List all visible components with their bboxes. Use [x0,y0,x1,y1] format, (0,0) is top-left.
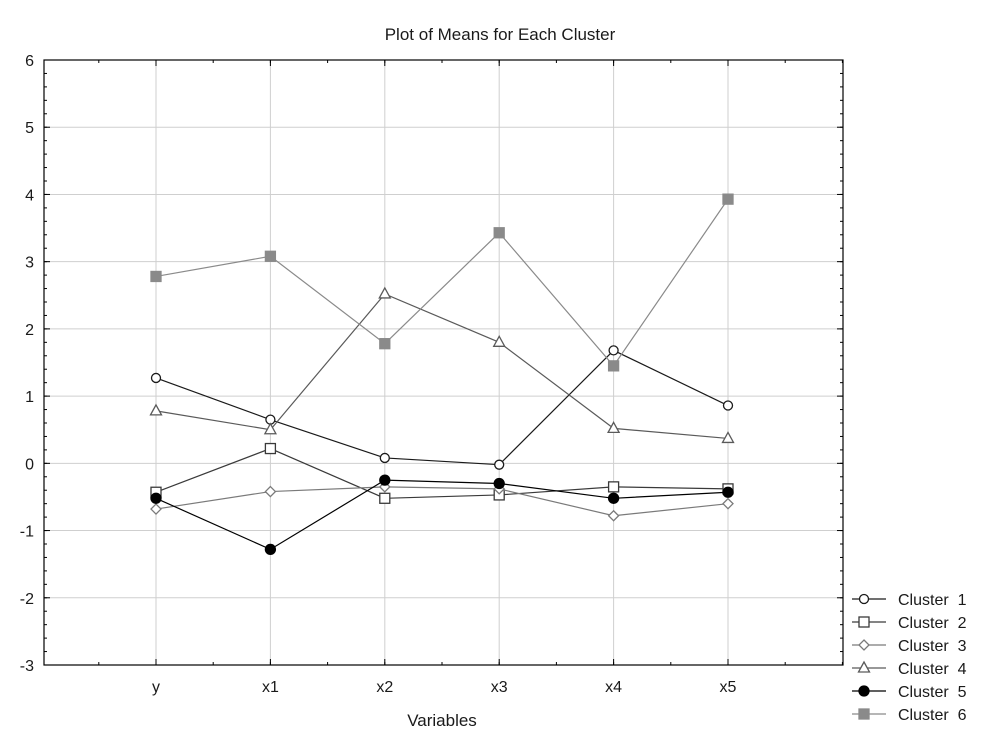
legend-item-cluster-4: Cluster 4 [852,660,967,678]
y-tick-label: 4 [25,187,34,204]
plot-frame [43,59,844,666]
series-cluster-2 [150,442,734,504]
y-tick-label: 1 [25,389,34,406]
legend-marker [858,685,870,697]
x-tick-label: x2 [376,679,393,696]
data-point [494,459,505,470]
legend-item-cluster-6: Cluster 6 [852,707,967,724]
data-point [378,286,392,299]
data-point [721,431,735,444]
legend-marker [858,639,870,651]
data-point [607,360,620,372]
data-point [493,227,505,239]
legend-label: Cluster 1 [898,592,967,609]
data-point [150,492,162,504]
legend-marker [858,708,870,720]
axis-ticks: -3 -2 -1 0 1 2 3 4 5 6 y x1 x2 x3 x4 x5 [20,53,843,696]
legend: Cluster 1 Cluster 2 Cluster 3 Cluster 4 Clus… [852,592,967,724]
y-tick-label: -3 [20,658,34,675]
x-tick-label: x5 [720,679,737,696]
data-point [492,334,506,347]
legend-marker [858,593,870,605]
data-point [150,270,162,283]
y-tick-label: 2 [25,322,34,339]
data-point [379,452,390,464]
series-line [155,486,729,517]
data-point [607,492,620,504]
series-cluster-5 [150,474,734,556]
legend-item-cluster-3: Cluster 3 [852,638,967,655]
legend-label: Cluster 4 [898,661,967,678]
legend-marker [858,616,870,628]
series-line [155,198,729,367]
y-tick-label: -1 [20,524,34,541]
x-axis-label: Variables [407,711,477,730]
x-tick-label: x3 [491,679,508,696]
x-tick-label: x1 [262,679,279,696]
legend-label: Cluster 5 [898,684,967,701]
data-point [379,492,391,504]
legend-label: Cluster 3 [898,638,967,655]
chart-title: Plot of Means for Each Cluster [385,25,616,44]
data-point [493,477,505,490]
legend-item-cluster-1: Cluster 1 [852,592,967,609]
series-line [155,479,729,551]
x-tick-label: x4 [605,679,622,696]
series-cluster-4 [149,286,735,444]
y-tick-label: 5 [25,120,34,137]
data-point [722,486,734,498]
series-line [155,447,729,499]
data-point [150,372,162,384]
y-tick-label: 6 [25,53,34,70]
data-point [607,481,620,493]
data-point [264,543,277,556]
series-cluster-6 [150,193,734,372]
data-point [722,193,734,205]
legend-label: Cluster 2 [898,615,967,632]
data-point [263,422,277,435]
data-point [264,485,277,498]
data-point [608,345,619,356]
legend-item-cluster-5: Cluster 5 [852,684,967,701]
series-line [155,349,729,466]
data-point [149,403,163,416]
data-point [607,509,620,522]
y-tick-label: 3 [25,255,34,272]
data-point [264,442,277,455]
series-cluster-1 [150,345,734,470]
series-group [149,193,735,556]
data-point [150,503,162,515]
legend-item-cluster-2: Cluster 2 [852,615,967,632]
data-point [264,250,277,262]
series-cluster-3 [150,480,734,522]
data-point [607,421,621,434]
data-point [379,338,391,350]
legend-label: Cluster 6 [898,707,967,724]
data-point [722,497,734,510]
legend-marker [857,660,871,673]
x-tick-label: y [152,679,160,696]
data-point [379,474,391,486]
y-tick-label: 0 [25,456,34,473]
data-point [722,400,734,411]
grid-lines [44,59,843,666]
series-line [155,293,729,440]
y-tick-label: -2 [20,591,34,608]
